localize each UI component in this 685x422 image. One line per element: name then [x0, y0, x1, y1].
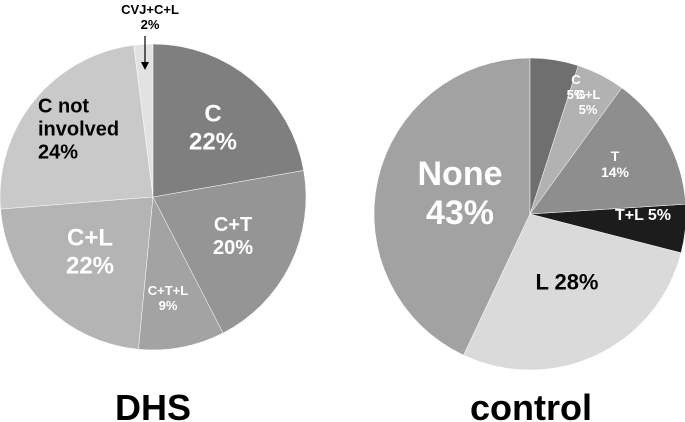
slice-label: T+L 5%: [615, 207, 671, 225]
slice-label: C+T 20%: [213, 214, 253, 260]
chart-title: control: [470, 387, 592, 422]
arrow-head: [141, 62, 149, 70]
category-label: C: [571, 72, 581, 88]
slice-label: C+L 22%: [66, 224, 114, 279]
category-label: C not involved: [38, 95, 120, 141]
category-label: C: [204, 100, 222, 128]
value-label: 24%: [38, 141, 79, 164]
value-label: 5%: [566, 87, 586, 102]
pie-slice: [0, 44, 154, 210]
slice-label: C+L 5%: [575, 87, 601, 118]
value-label: 5%: [578, 102, 598, 117]
category-label: CVJ+C+L: [121, 2, 179, 18]
category-label: T+L: [614, 206, 644, 224]
slice-label: C+T+L 9%: [147, 283, 189, 314]
pie-slice: [529, 203, 685, 254]
category-label: None: [417, 154, 503, 193]
value-label: 22%: [188, 128, 238, 155]
slice-label: None 43%: [418, 155, 503, 233]
slice-label: CVJ+C+L 2%: [121, 2, 179, 33]
chart-title: DHS: [114, 387, 192, 422]
value-label: 5%: [647, 206, 672, 224]
category-label: C+L: [575, 87, 601, 103]
pie-slice: [529, 57, 579, 215]
value-label: 22%: [65, 252, 115, 279]
slice-label: L 28%: [536, 269, 599, 294]
slice-label: C not involved 24%: [38, 96, 148, 165]
pie-slice: [463, 213, 682, 371]
category-label: T: [610, 147, 620, 164]
value-label: 20%: [212, 237, 254, 259]
category-label: C+T+L: [147, 283, 189, 299]
pie-slice: [138, 196, 224, 351]
value-label: 2%: [140, 17, 160, 32]
pie-slice: [152, 170, 307, 334]
pie-slice: [373, 57, 531, 356]
slice-label: T 14%: [601, 148, 629, 180]
value-label: 9%: [158, 298, 178, 313]
pie-slice: [0, 196, 154, 350]
category-label: C+T: [213, 214, 253, 236]
slice-label: C 5%: [566, 72, 586, 103]
category-label: L: [535, 269, 549, 295]
value-label: 43%: [425, 194, 495, 232]
value-label: 28%: [554, 269, 599, 295]
pie-slice: [152, 43, 304, 198]
slice-label: C 22%: [189, 100, 237, 155]
category-label: C+L: [66, 224, 114, 252]
value-label: 14%: [600, 164, 630, 180]
